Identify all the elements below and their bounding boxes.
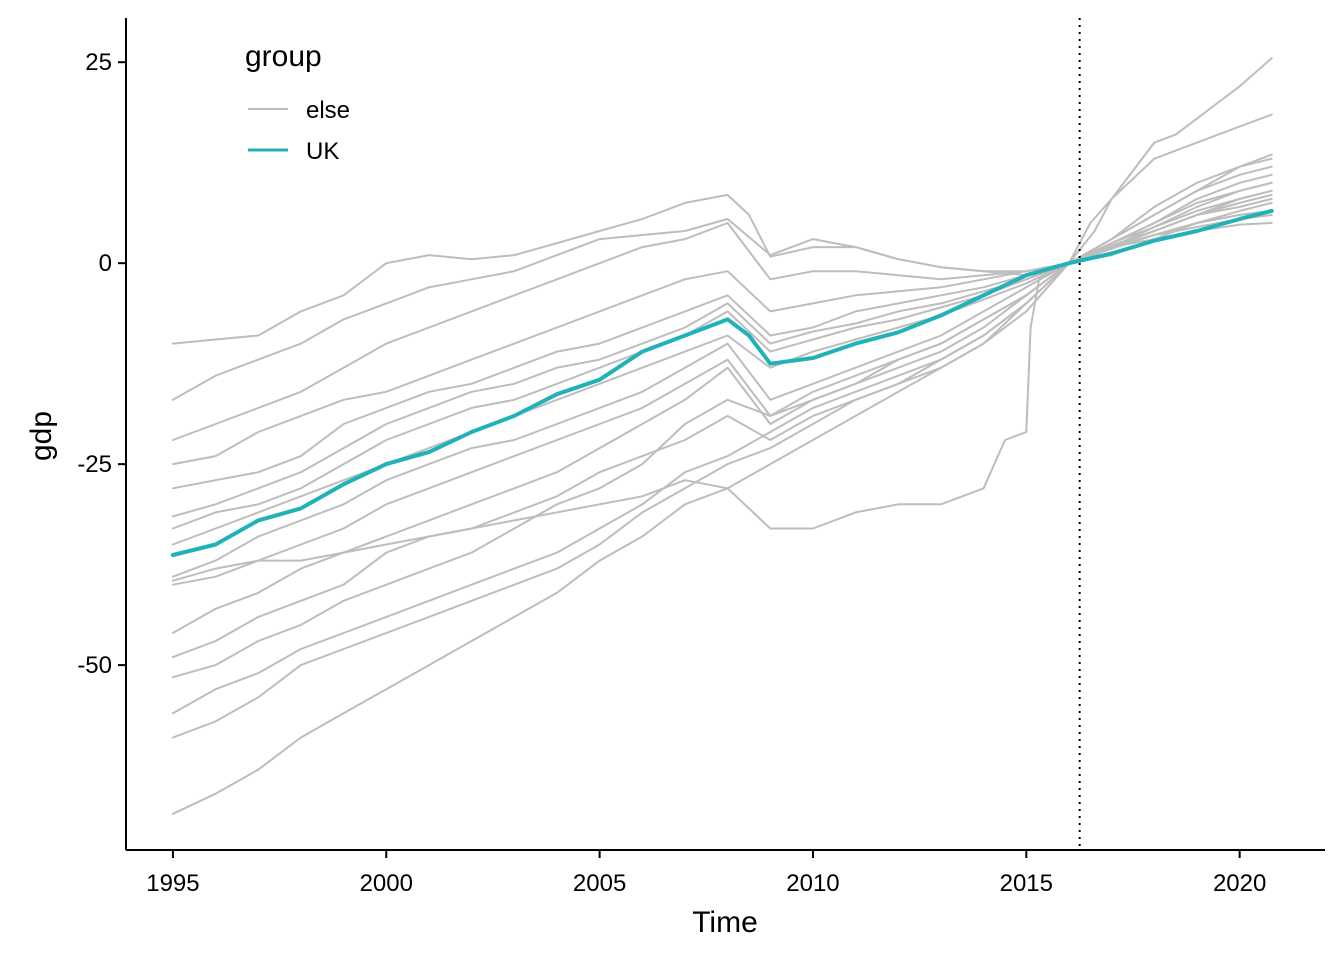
x-tick-label: 1995 bbox=[146, 870, 199, 897]
x-tick-label: 2015 bbox=[1000, 870, 1053, 897]
y-tick-label: -50 bbox=[77, 652, 112, 679]
y-ticks: 25 0 -25 -50 bbox=[77, 49, 126, 679]
y-tick-label: 0 bbox=[99, 250, 112, 277]
series-line-else bbox=[171, 113, 1273, 401]
y-tick-label: 25 bbox=[85, 49, 112, 76]
legend-entries: else UK bbox=[248, 97, 350, 165]
series-line-else bbox=[171, 57, 1273, 441]
series-line-else bbox=[171, 173, 1273, 490]
legend-label-else: else bbox=[306, 97, 350, 124]
legend: group else UK bbox=[245, 40, 350, 165]
x-axis-title: Time bbox=[692, 906, 758, 939]
y-axis-title: gdp bbox=[25, 411, 58, 461]
series-line-else bbox=[171, 165, 1273, 815]
x-tick-label: 2020 bbox=[1213, 870, 1266, 897]
y-tick-label: -25 bbox=[77, 451, 112, 478]
series-line-uk bbox=[170, 208, 1274, 557]
series-line-else bbox=[171, 222, 1273, 679]
x-tick-label: 2010 bbox=[786, 870, 839, 897]
legend-label-uk: UK bbox=[306, 138, 339, 165]
x-tick-label: 2000 bbox=[360, 870, 413, 897]
legend-title: group bbox=[245, 40, 322, 73]
series-line-else bbox=[171, 209, 1273, 634]
x-ticks: 1995 2000 2005 2010 2015 2020 bbox=[146, 850, 1266, 897]
plot-lines bbox=[170, 57, 1274, 815]
x-tick-label: 2005 bbox=[573, 870, 626, 897]
series-line-else bbox=[171, 213, 1273, 586]
series-line-else bbox=[171, 189, 1273, 715]
series-line-else bbox=[171, 153, 1273, 466]
